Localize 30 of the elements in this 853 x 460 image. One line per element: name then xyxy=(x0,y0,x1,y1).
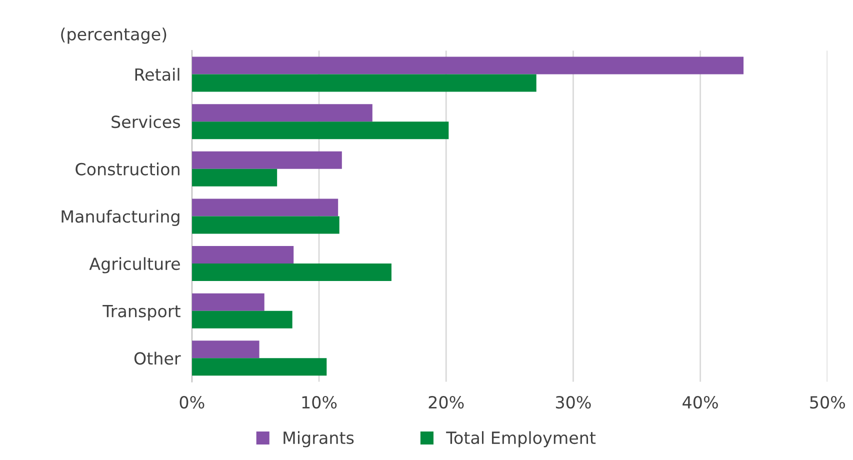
legend-label: Total Employment xyxy=(446,431,596,448)
y-tick-label: Other xyxy=(134,352,181,365)
bar xyxy=(192,151,342,169)
y-tick-label: Services xyxy=(112,115,180,128)
bar xyxy=(192,56,744,74)
bar xyxy=(192,340,260,358)
bar xyxy=(192,168,278,186)
bar xyxy=(192,293,264,311)
bar xyxy=(192,358,327,376)
y-tick-label: Retail xyxy=(135,68,180,81)
bar xyxy=(192,104,372,122)
bar xyxy=(192,74,536,92)
bar xyxy=(192,310,292,328)
bar xyxy=(192,122,449,140)
bar xyxy=(192,264,392,282)
y-axis-title: (percentage) xyxy=(61,28,166,44)
x-tick-label: 30% xyxy=(556,396,591,409)
x-tick-label: 20% xyxy=(428,396,464,409)
y-tick-label: Agriculture xyxy=(89,257,180,274)
x-tick-label: 40% xyxy=(682,396,718,409)
x-tick-label: 10% xyxy=(302,396,337,409)
y-tick-label: Manufacturing xyxy=(62,210,180,226)
y-tick-label: Transport xyxy=(102,305,180,321)
x-tick-label: 50% xyxy=(810,396,846,409)
bar xyxy=(192,216,340,234)
legend-label: Migrants xyxy=(284,431,354,448)
y-tick-label: Construction xyxy=(76,162,180,176)
x-tick-label: 0% xyxy=(180,396,204,409)
bar xyxy=(192,198,338,216)
bar xyxy=(192,246,294,264)
